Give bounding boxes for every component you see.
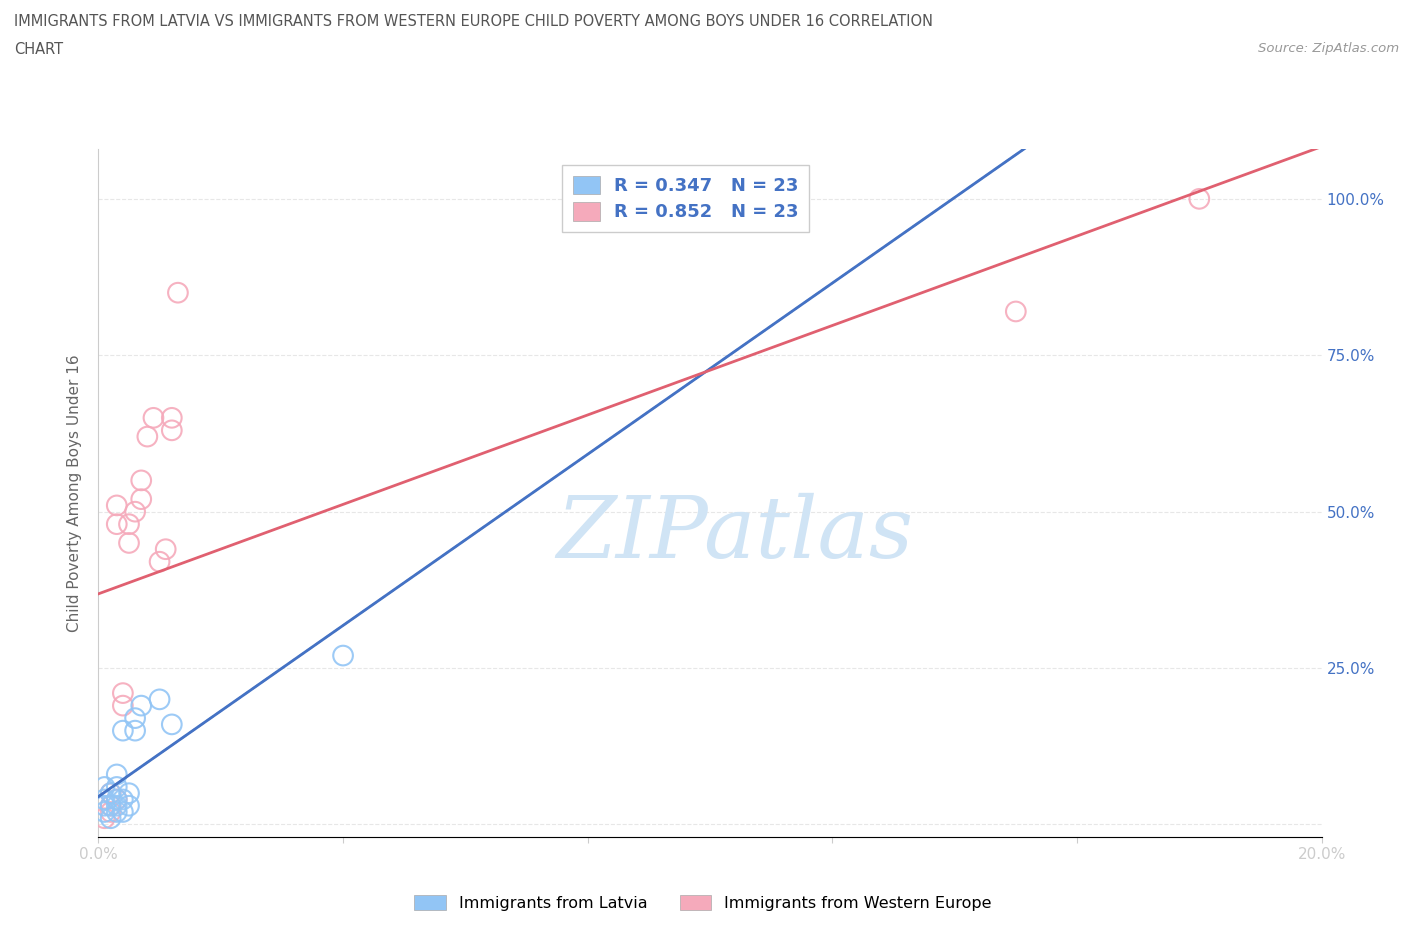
Point — [167, 286, 190, 300]
Point — [100, 804, 122, 819]
Point — [111, 724, 134, 738]
Point — [1188, 192, 1211, 206]
Point — [105, 798, 128, 813]
Point — [93, 792, 115, 807]
Point — [100, 786, 122, 801]
Point — [332, 648, 354, 663]
Point — [118, 786, 141, 801]
Point — [93, 798, 115, 813]
Point — [136, 429, 159, 444]
Point — [124, 504, 146, 519]
Point — [118, 517, 141, 532]
Point — [118, 798, 141, 813]
Point — [160, 717, 183, 732]
Legend: Immigrants from Latvia, Immigrants from Western Europe: Immigrants from Latvia, Immigrants from … — [408, 889, 998, 917]
Point — [1004, 304, 1026, 319]
Point — [160, 423, 183, 438]
Point — [105, 804, 128, 819]
Y-axis label: Child Poverty Among Boys Under 16: Child Poverty Among Boys Under 16 — [67, 354, 83, 631]
Point — [105, 767, 128, 782]
Point — [105, 498, 128, 512]
Point — [105, 779, 128, 794]
Text: ZIPatlas: ZIPatlas — [555, 493, 912, 576]
Legend: R = 0.347   N = 23, R = 0.852   N = 23: R = 0.347 N = 23, R = 0.852 N = 23 — [562, 165, 810, 232]
Point — [111, 804, 134, 819]
Point — [124, 724, 146, 738]
Point — [100, 811, 122, 826]
Point — [100, 786, 122, 801]
Point — [124, 711, 146, 725]
Point — [129, 473, 152, 488]
Point — [93, 811, 115, 826]
Point — [100, 798, 122, 813]
Point — [105, 792, 128, 807]
Point — [105, 517, 128, 532]
Point — [93, 779, 115, 794]
Point — [111, 698, 134, 713]
Point — [142, 410, 165, 425]
Point — [149, 692, 172, 707]
Point — [129, 492, 152, 507]
Text: IMMIGRANTS FROM LATVIA VS IMMIGRANTS FROM WESTERN EUROPE CHILD POVERTY AMONG BOY: IMMIGRANTS FROM LATVIA VS IMMIGRANTS FRO… — [14, 14, 934, 29]
Text: CHART: CHART — [14, 42, 63, 57]
Point — [118, 536, 141, 551]
Point — [100, 798, 122, 813]
Point — [111, 685, 134, 700]
Text: Source: ZipAtlas.com: Source: ZipAtlas.com — [1258, 42, 1399, 55]
Point — [129, 698, 152, 713]
Point — [160, 410, 183, 425]
Point — [149, 554, 172, 569]
Point — [155, 542, 177, 557]
Point — [111, 792, 134, 807]
Point — [105, 792, 128, 807]
Point — [93, 804, 115, 819]
